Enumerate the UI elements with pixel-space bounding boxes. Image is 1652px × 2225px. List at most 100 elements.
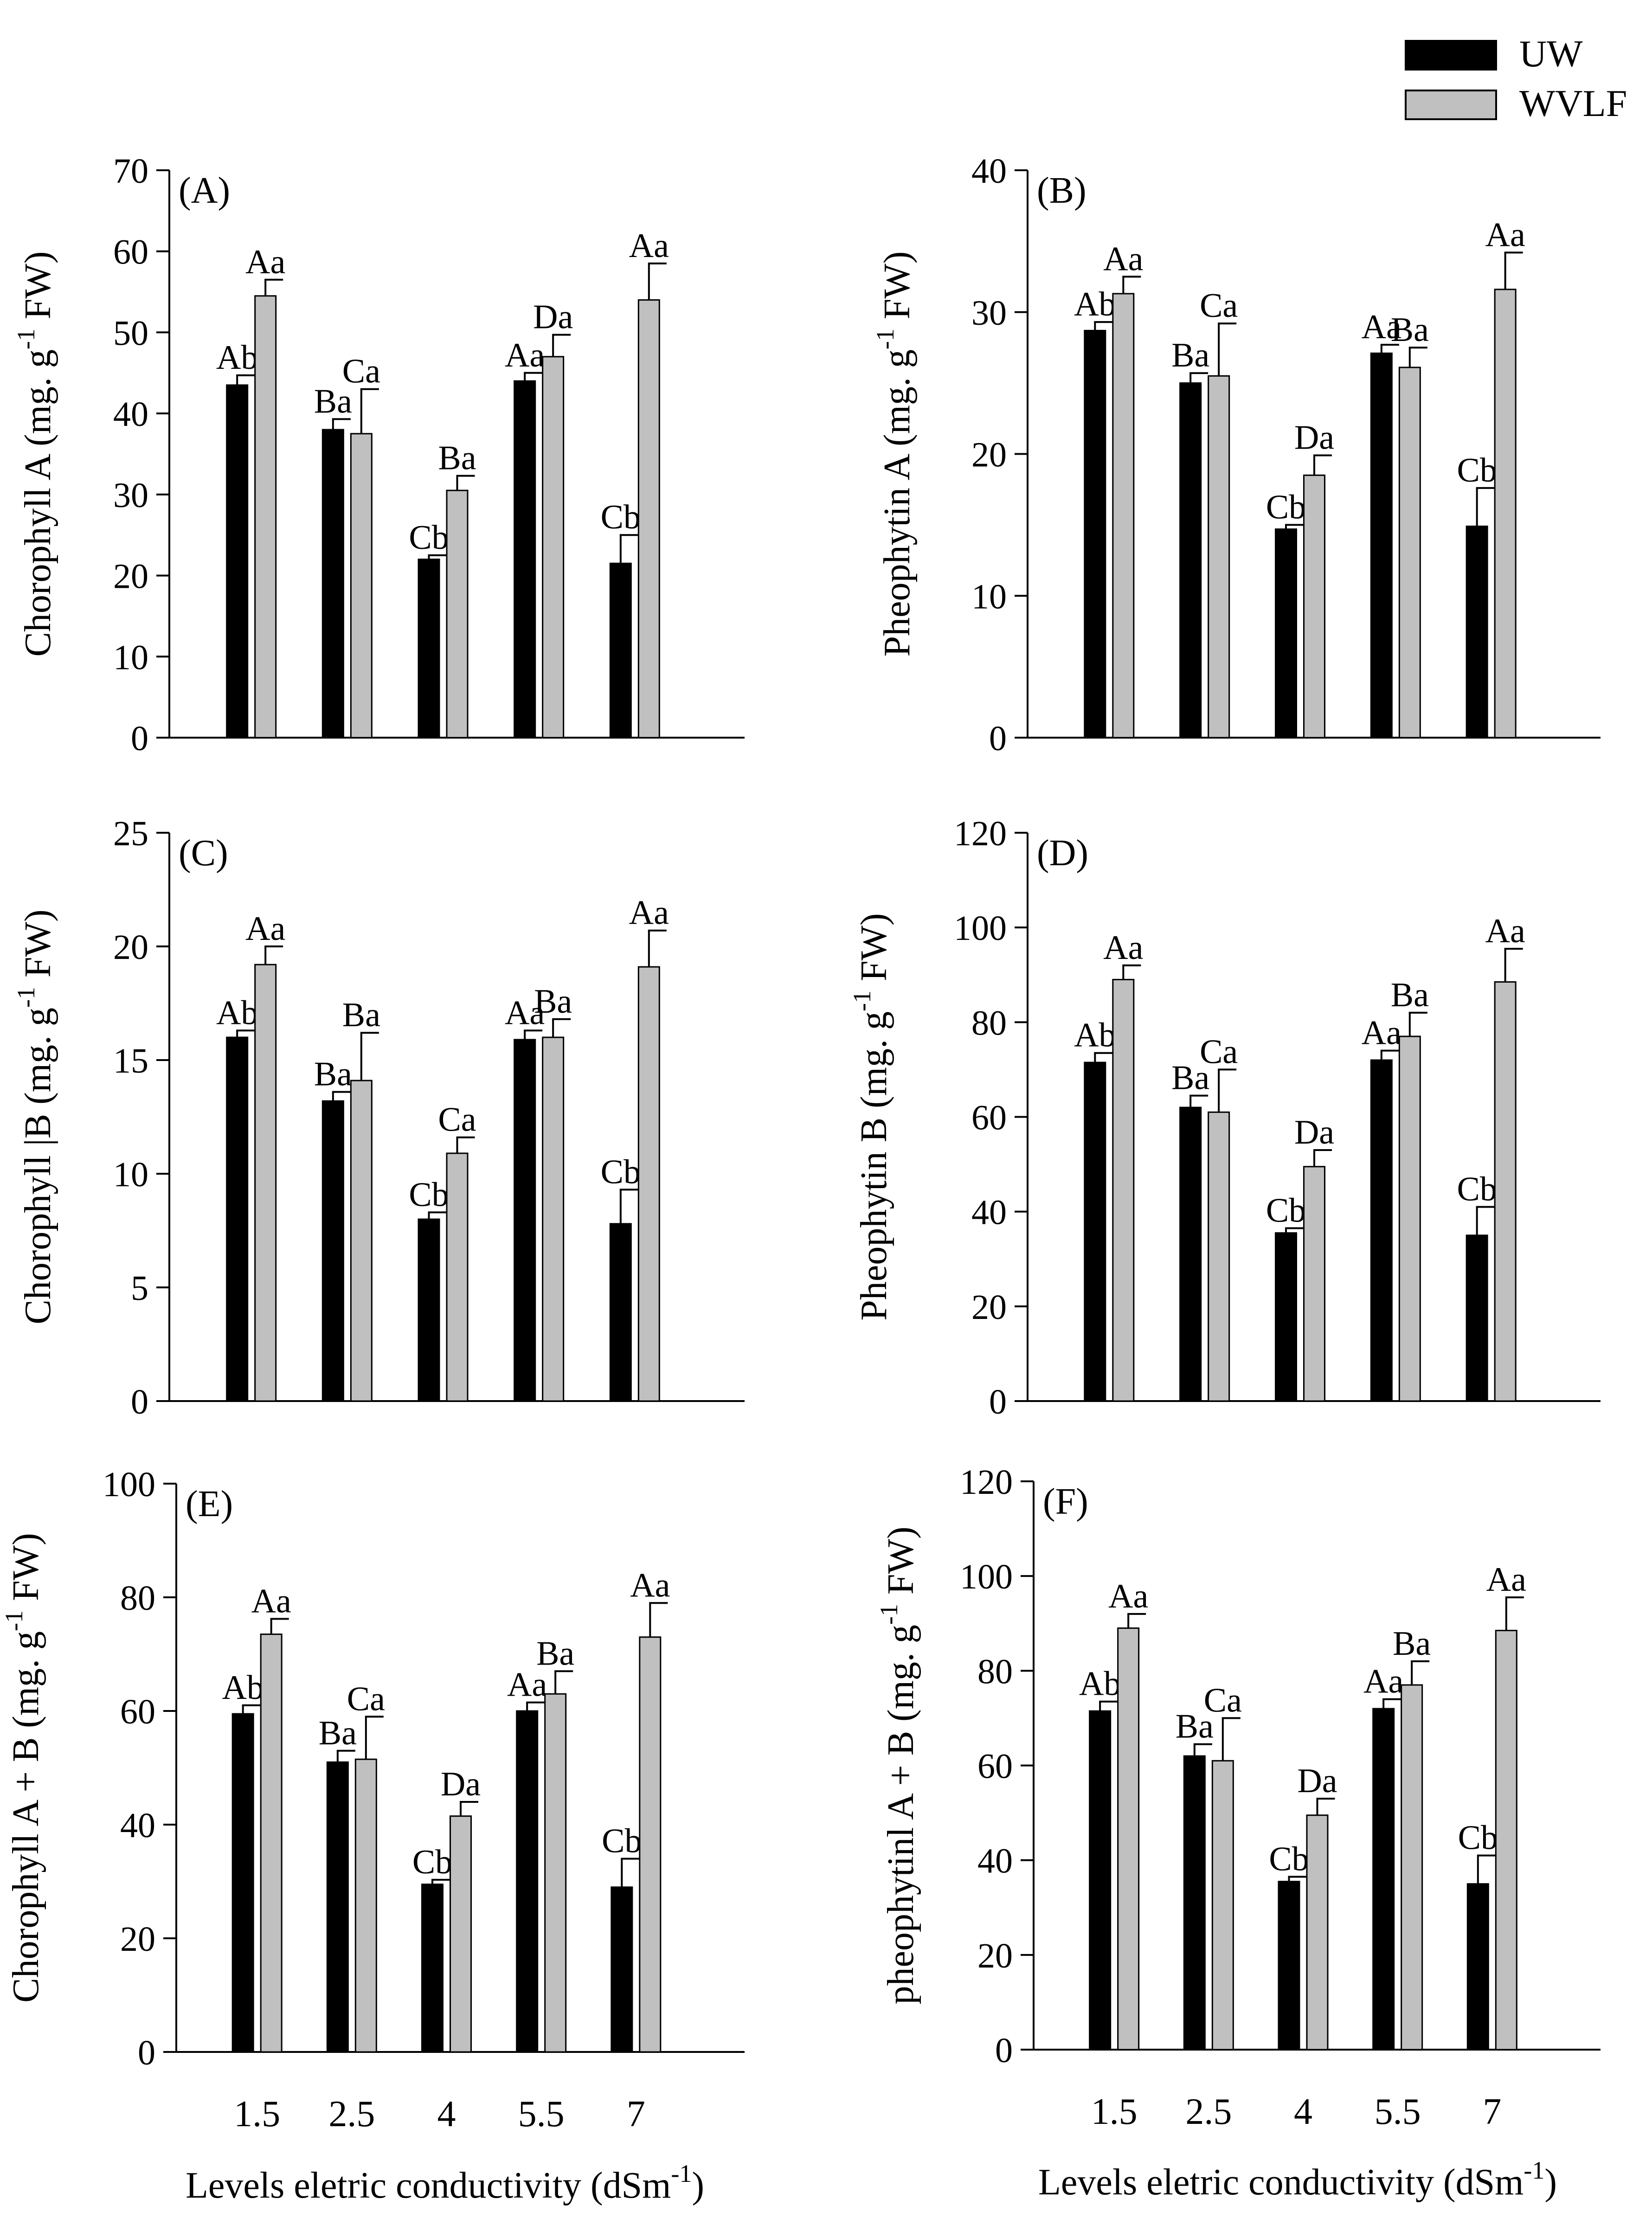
y-tick-label: 120 (960, 1463, 1013, 1502)
panel-label: (C) (179, 833, 228, 874)
bar-wvlf (260, 1633, 283, 2053)
significance-label: Ca (1200, 1033, 1238, 1071)
significance-label: Cb (409, 1176, 449, 1214)
y-axis-title: pheophytinl A + B (mg. g-1 FW) (875, 1526, 921, 2004)
bar-uw (1466, 1235, 1488, 1402)
significance-label: Da (441, 1765, 481, 1803)
significance-label: Cb (409, 519, 449, 557)
bar-wvlf (1306, 1814, 1329, 2051)
panel-label: (F) (1043, 1481, 1088, 1522)
y-tick-label: 70 (113, 152, 148, 191)
chart-panel: 0 10 20 30 40 50 60 70 (A) Chorophyll A (mg. g-1 … (12, 152, 745, 758)
y-tick-label: 60 (971, 1099, 1007, 1138)
significance-label: Ca (347, 1680, 385, 1718)
significance-label: Aa (1362, 308, 1401, 346)
significance-label: Ba (1171, 336, 1209, 374)
y-tick-label: 0 (989, 1383, 1007, 1421)
bar-uw (1089, 1710, 1112, 2051)
bar-wvlf (1401, 1684, 1423, 2051)
significance-label: Ca (1200, 287, 1238, 325)
bar-wvlf (446, 1152, 469, 1402)
y-tick-label: 0 (995, 2031, 1013, 2070)
x-tick-label: 4 (437, 2094, 456, 2135)
y-tick-label: 40 (977, 1842, 1013, 1881)
significance-label: Ab (216, 994, 258, 1032)
significance-label: Ba (314, 1055, 352, 1093)
bar-wvlf (1494, 289, 1517, 739)
significance-label: Cb (1458, 1819, 1498, 1857)
bar-uw (1179, 382, 1202, 739)
bar-uw (1370, 352, 1393, 739)
significance-label: Cb (1269, 1840, 1309, 1878)
bar-uw (516, 1710, 539, 2053)
significance-label: Ba (534, 983, 572, 1021)
bar-uw (418, 1218, 440, 1402)
x-axis-title-right: Levels eletric conductivity (dSm-1) (1038, 2156, 1557, 2203)
bar-wvlf (639, 1636, 662, 2053)
bar-uw (1084, 329, 1106, 739)
significance-label: Ba (438, 439, 476, 477)
bar-uw (321, 1100, 344, 1402)
y-tick-label: 100 (103, 1465, 155, 1504)
bar-uw (514, 380, 536, 739)
y-tick-label: 80 (977, 1652, 1013, 1691)
bar-wvlf (1211, 1760, 1234, 2051)
significance-label: Cb (602, 1822, 642, 1860)
significance-label: Cb (1266, 1191, 1306, 1229)
bar-uw (418, 559, 440, 739)
x-tick-label: 2.5 (328, 2094, 375, 2135)
y-tick-label: 10 (113, 1155, 148, 1194)
y-tick-label: 50 (113, 314, 148, 353)
y-tick-label: 40 (120, 1806, 155, 1845)
significance-label: Ba (1171, 1059, 1209, 1097)
significance-label: Ba (1391, 976, 1429, 1014)
bar-wvlf (542, 1036, 565, 1402)
legend: UW WVLF (1405, 32, 1627, 124)
significance-label: Da (533, 298, 573, 336)
y-tick-label: 40 (113, 395, 148, 434)
significance-label: Cb (601, 498, 641, 536)
bar-uw (1275, 528, 1297, 739)
y-tick-label: 30 (971, 294, 1007, 333)
significance-label: Aa (1108, 1577, 1148, 1615)
y-tick-label: 0 (131, 719, 148, 758)
panel-label: (D) (1037, 833, 1088, 874)
legend-label-wvlf: WVLF (1519, 82, 1627, 124)
significance-label: Aa (1486, 1561, 1526, 1599)
y-axis-title: Pheophytin B (mg. g-1 FW) (848, 913, 894, 1320)
y-tick-label: 100 (960, 1557, 1013, 1596)
x-tick-label: 7 (627, 2094, 645, 2135)
bar-uw (226, 1036, 249, 1402)
bar-wvlf (254, 964, 277, 1402)
significance-label: Ab (222, 1669, 264, 1707)
panel-label: (A) (179, 170, 230, 211)
y-tick-label: 30 (113, 476, 148, 515)
significance-label: Aa (1485, 216, 1525, 254)
significance-label: Aa (1485, 912, 1525, 950)
bar-uw (1372, 1708, 1395, 2051)
y-tick-label: 60 (977, 1747, 1013, 1786)
bar-uw (609, 562, 632, 739)
significance-label: Ca (438, 1101, 476, 1139)
significance-label: Aa (1103, 240, 1143, 278)
panel-label: (B) (1037, 170, 1086, 211)
bar-wvlf (544, 1693, 567, 2053)
chart-panel: 0 20 40 60 80 100 (E) Chorophyll A + B (mg. g-1… (0, 1465, 745, 2135)
significance-label: Cb (412, 1843, 452, 1881)
legend-swatch-wvlf (1405, 90, 1497, 120)
bar-uw (1275, 1232, 1297, 1402)
bar-wvlf (1495, 1630, 1517, 2051)
y-tick-label: 80 (120, 1579, 155, 1618)
y-tick-label: 20 (971, 436, 1007, 475)
significance-label: Ba (1393, 1625, 1431, 1663)
bar-uw (1466, 1883, 1489, 2051)
bar-wvlf (450, 1815, 472, 2053)
significance-label: Aa (629, 227, 669, 265)
y-tick-label: 60 (120, 1692, 155, 1731)
y-tick-label: 15 (113, 1042, 148, 1080)
bar-uw (609, 1223, 632, 1402)
significance-label: Ab (1074, 1016, 1116, 1055)
significance-label: Aa (505, 994, 545, 1032)
chart-panel: 0 20 40 60 80 100 120 (F) pheophytinl A + B (mg.… (875, 1463, 1601, 2132)
